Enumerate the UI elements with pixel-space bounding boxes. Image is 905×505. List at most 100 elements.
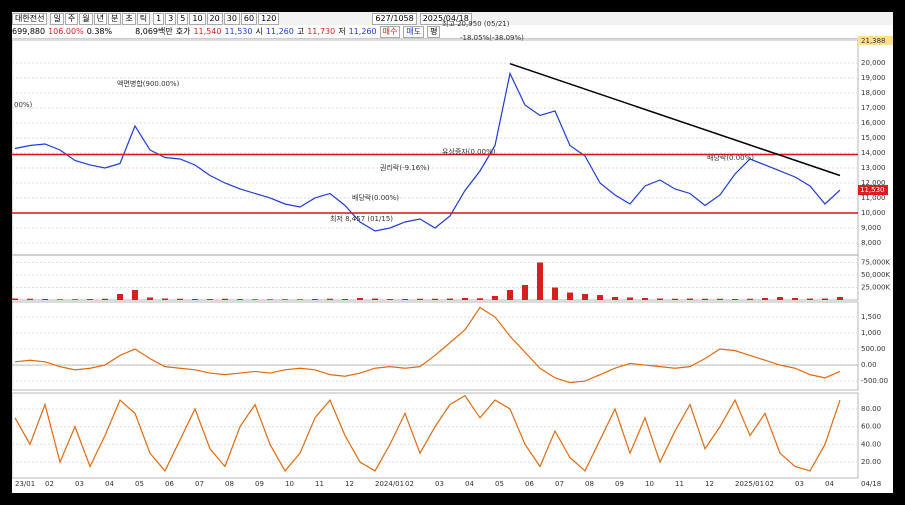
bid: 11,530 — [224, 27, 253, 36]
volume-bar — [102, 298, 108, 300]
volume-bar — [372, 298, 378, 300]
x-tick-label: 11 — [675, 480, 684, 488]
avg-button[interactable]: 평 — [427, 25, 441, 38]
change: 0.38% — [86, 27, 113, 36]
interval-button[interactable]: 60 — [240, 12, 258, 25]
period-button[interactable]: 주 — [64, 12, 79, 25]
annotation: 액면병합(900.00%) — [117, 79, 180, 88]
volume-bar — [207, 299, 213, 300]
open-label: 시 — [255, 27, 263, 36]
x-tick-label: 11 — [315, 480, 324, 488]
y-tick-label: 16,000 — [861, 119, 886, 127]
volume-bar — [327, 298, 333, 300]
y-tick-label: 17,000 — [861, 104, 886, 112]
x-tick-label: 03 — [435, 480, 444, 488]
interval-button[interactable]: 5 — [177, 12, 189, 25]
date[interactable]: 2025/04/18 — [419, 12, 472, 25]
interval-button[interactable]: 10 — [189, 12, 206, 25]
annotation: 00%) — [14, 101, 33, 109]
annotation: 최고 20,950 (05/21) — [442, 19, 510, 28]
y-tick-label: 50,000K — [861, 271, 890, 279]
volume-bar — [117, 294, 123, 300]
buy-button[interactable]: 매수 — [379, 25, 401, 38]
y-tick-label: 75,000K — [861, 259, 890, 267]
volume-bar — [777, 297, 783, 300]
volume-bar — [687, 298, 693, 300]
volume-bar — [177, 298, 183, 300]
volume-bar — [342, 299, 348, 300]
volume: 699,880 — [12, 27, 46, 36]
volume-bar — [282, 299, 288, 300]
interval-button[interactable]: 3 — [165, 12, 177, 25]
y-tick-label: 60.00 — [861, 423, 881, 431]
period-button[interactable]: 분 — [107, 12, 122, 25]
volume-bar — [462, 298, 468, 300]
panel — [12, 254, 859, 301]
period-button[interactable]: 일 — [50, 12, 64, 25]
volume-bar — [702, 298, 708, 300]
y-tick-label: 10,000 — [861, 209, 886, 217]
x-tick-label: 04 — [825, 480, 834, 488]
panel — [12, 39, 859, 256]
y-tick-label: 14,000 — [861, 149, 886, 157]
volume-bar — [132, 290, 138, 300]
volume-bar — [297, 299, 303, 300]
y-tick-label: 8,000 — [861, 239, 881, 247]
y-tick-label: 20.00 — [861, 458, 881, 466]
panel — [12, 301, 859, 391]
volume-bar — [237, 299, 243, 300]
interval-button[interactable]: 1 — [153, 12, 165, 25]
volume-bar — [537, 262, 543, 300]
volume-bar — [312, 299, 318, 300]
count[interactable]: 627/1058 — [372, 12, 417, 25]
y-tick-label: 13,000 — [861, 164, 886, 172]
sell-button[interactable]: 매도 — [403, 25, 425, 38]
interval-button[interactable]: 120 — [258, 12, 280, 25]
y-tick-label: 12,000 — [861, 179, 886, 187]
x-tick-label: 02 — [45, 480, 54, 488]
y-tick-label: 40.00 — [861, 440, 881, 448]
volume-bar — [477, 298, 483, 300]
x-tick-label: 03 — [75, 480, 84, 488]
amount: 8,069백만 — [135, 27, 173, 36]
period-button[interactable]: 년 — [93, 12, 107, 25]
volume-bar — [222, 298, 228, 300]
volume-bar — [12, 298, 18, 300]
volume-bar — [417, 298, 423, 300]
y-tick-label: 1,500 — [861, 313, 881, 321]
stochastic-line — [14, 394, 841, 473]
y-tick-label: 20,000 — [861, 59, 886, 67]
y-tick-label: 9,000 — [861, 224, 881, 232]
last-label-box — [858, 185, 888, 196]
y-tick-label: 500.00 — [861, 345, 886, 353]
volume-bar — [522, 285, 528, 300]
x-tick-label: 04 — [105, 480, 114, 488]
x-tick-label: 08 — [585, 480, 594, 488]
x-tick-label: 10 — [285, 480, 294, 488]
low: 11,260 — [348, 27, 377, 36]
y-tick-label: 80.00 — [861, 405, 881, 413]
volume-bar — [807, 298, 813, 300]
volume-bar — [267, 299, 273, 300]
volume-bar — [642, 298, 648, 300]
volume-bar — [837, 297, 843, 300]
period-button[interactable]: 월 — [79, 12, 93, 25]
volume-bar — [357, 298, 363, 300]
stock-name[interactable]: 대한전선 — [12, 12, 48, 25]
interval-button[interactable]: 30 — [223, 12, 240, 25]
volume-bar — [567, 292, 573, 300]
period-button[interactable]: 초 — [122, 12, 136, 25]
high: 11,730 — [307, 27, 336, 36]
y-tick-label: -500.00 — [861, 377, 888, 385]
volume-bar — [732, 299, 738, 300]
x-tick-label: 06 — [525, 480, 534, 488]
top-label: 21,388 — [861, 37, 886, 45]
volume-bar — [657, 298, 663, 300]
open: 11,260 — [265, 27, 294, 36]
annotation: 유상증자(0.00%) — [442, 147, 496, 156]
interval-button[interactable]: 20 — [206, 12, 223, 25]
period-button[interactable]: 틱 — [136, 12, 151, 25]
